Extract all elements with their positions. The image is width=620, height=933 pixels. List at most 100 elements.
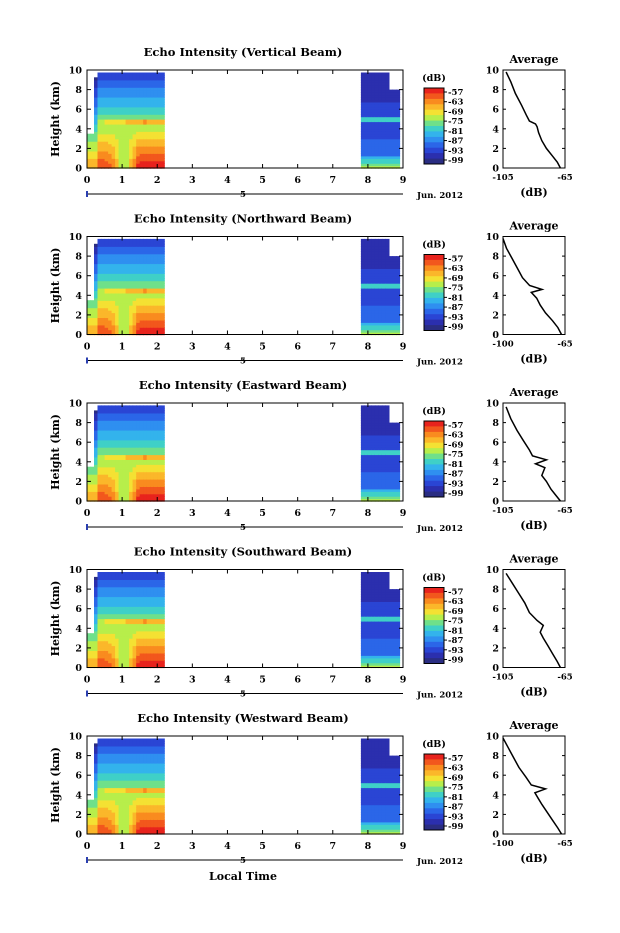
colorbar-swatch bbox=[424, 104, 444, 110]
heatmap-cell bbox=[150, 239, 154, 242]
colorbar-swatch bbox=[424, 282, 444, 288]
heatmap-cell bbox=[105, 405, 109, 408]
colorbar-swatch bbox=[424, 110, 444, 116]
average-x-label: (dB) bbox=[520, 353, 547, 366]
colorbar-tick-label: -93 bbox=[448, 479, 463, 489]
x-tick-label: 4 bbox=[224, 175, 231, 186]
y-tick-label: 8 bbox=[75, 252, 82, 263]
colorbar-tick-label: -81 bbox=[448, 293, 463, 303]
y-tick-label: 6 bbox=[75, 438, 82, 449]
heatmap-cell bbox=[105, 239, 109, 242]
colorbar-swatch bbox=[424, 437, 444, 443]
average-x-label: (dB) bbox=[520, 519, 547, 532]
y-tick-label: 10 bbox=[69, 232, 83, 243]
colorbar-swatch bbox=[424, 276, 444, 282]
colorbar-swatch bbox=[424, 148, 444, 154]
heatmap-cell bbox=[361, 73, 365, 76]
y-tick-label: 2 bbox=[75, 310, 82, 321]
heatmap-cell bbox=[382, 73, 386, 76]
heatmap-cell bbox=[94, 77, 98, 80]
x-tick-label: 7 bbox=[329, 175, 336, 186]
heatmap-cell bbox=[98, 405, 102, 408]
x-tick-label: 3 bbox=[189, 175, 196, 186]
colorbar-swatch bbox=[424, 459, 444, 465]
heatmap-cell bbox=[129, 405, 133, 408]
colorbar-tick-label: -75 bbox=[448, 117, 463, 127]
colorbar-swatch bbox=[424, 470, 444, 476]
heatmap-cell bbox=[385, 239, 389, 242]
y-axis-label: Height (km) bbox=[49, 248, 62, 324]
heatmap-cell bbox=[382, 405, 386, 408]
y-tick-label: 6 bbox=[75, 105, 82, 116]
heatmap-cell bbox=[157, 239, 161, 242]
y-tick-label: 2 bbox=[75, 144, 82, 155]
average-title: Average bbox=[508, 53, 558, 66]
average-frame bbox=[503, 237, 565, 335]
colorbar-tick-label: -69 bbox=[448, 274, 463, 284]
colorbar-tick-label: -75 bbox=[448, 284, 463, 294]
colorbar-swatch bbox=[424, 421, 444, 427]
average-frame bbox=[503, 403, 565, 501]
y-tick-label: 4 bbox=[75, 291, 82, 302]
y-tick-label: 4 bbox=[75, 457, 82, 468]
heatmap-cell bbox=[385, 73, 389, 76]
x-tick-label: 4 bbox=[224, 342, 231, 353]
heatmap-cell bbox=[136, 405, 140, 408]
panel-title: Echo Intensity (Vertical Beam) bbox=[144, 45, 343, 59]
heatmap-cell bbox=[143, 405, 147, 408]
colorbar-swatch bbox=[424, 131, 444, 137]
heatmap-cell bbox=[91, 467, 95, 470]
heatmap-cell bbox=[122, 572, 126, 575]
heatmap-cell bbox=[368, 73, 372, 76]
average-x-tick-label: -100 bbox=[492, 340, 513, 350]
colorbar-unit-label: (dB) bbox=[422, 240, 446, 251]
heatmap-cell bbox=[361, 239, 365, 242]
heatmap-cell bbox=[389, 90, 393, 93]
heatmap-cell bbox=[101, 572, 105, 575]
average-y-tick-label: 4 bbox=[492, 457, 499, 468]
heatmap-cell bbox=[136, 572, 140, 575]
heatmap-cell bbox=[389, 256, 393, 259]
colorbar-swatch bbox=[424, 298, 444, 304]
average-profile-line bbox=[503, 239, 562, 335]
y-tick-label: 6 bbox=[75, 271, 82, 282]
heatmap-cell bbox=[161, 73, 165, 76]
colorbar-swatch bbox=[424, 426, 444, 432]
average-y-tick-label: 6 bbox=[492, 271, 499, 282]
heatmap-cell bbox=[94, 244, 98, 247]
heatmap-cell bbox=[143, 73, 147, 76]
x-tick-label: 3 bbox=[189, 508, 196, 519]
y-axis-label: Height (km) bbox=[49, 81, 62, 157]
heatmap-cell bbox=[140, 73, 144, 76]
colorbar-tick-label: -81 bbox=[448, 127, 463, 137]
panel-title: Echo Intensity (Northward Beam) bbox=[134, 212, 352, 226]
colorbar-tick-label: -75 bbox=[448, 450, 463, 460]
y-axis-label: Height (km) bbox=[49, 414, 62, 490]
heatmap-cell bbox=[87, 467, 91, 470]
colorbar-swatch bbox=[424, 432, 444, 438]
heatmap-cell bbox=[150, 73, 154, 76]
colorbar-tick-label: -99 bbox=[448, 489, 463, 499]
x-tick-label: 8 bbox=[365, 508, 372, 519]
heatmap-cell bbox=[126, 239, 130, 242]
heatmap-cell bbox=[94, 410, 98, 413]
heatmap-cell bbox=[371, 239, 375, 242]
heatmap-cell bbox=[126, 572, 130, 575]
heatmap-cell bbox=[115, 73, 119, 76]
colorbar-tick-label: -57 bbox=[448, 255, 463, 265]
heatmap-cell bbox=[378, 405, 382, 408]
date-day-label: 5 bbox=[240, 190, 246, 200]
colorbar-tick-label: -93 bbox=[448, 146, 463, 156]
heatmap-cell bbox=[98, 239, 102, 242]
heatmap-cell bbox=[157, 73, 161, 76]
y-tick-label: 0 bbox=[75, 330, 82, 341]
heatmap-cell bbox=[371, 572, 375, 575]
colorbar-tick-label: -63 bbox=[448, 264, 463, 274]
colorbar-swatch bbox=[424, 126, 444, 132]
date-day-label: 5 bbox=[240, 357, 246, 367]
colorbar-swatch bbox=[424, 475, 444, 481]
colorbar-swatch bbox=[424, 293, 444, 299]
y-tick-label: 2 bbox=[75, 477, 82, 488]
heatmap-cell bbox=[101, 73, 105, 76]
